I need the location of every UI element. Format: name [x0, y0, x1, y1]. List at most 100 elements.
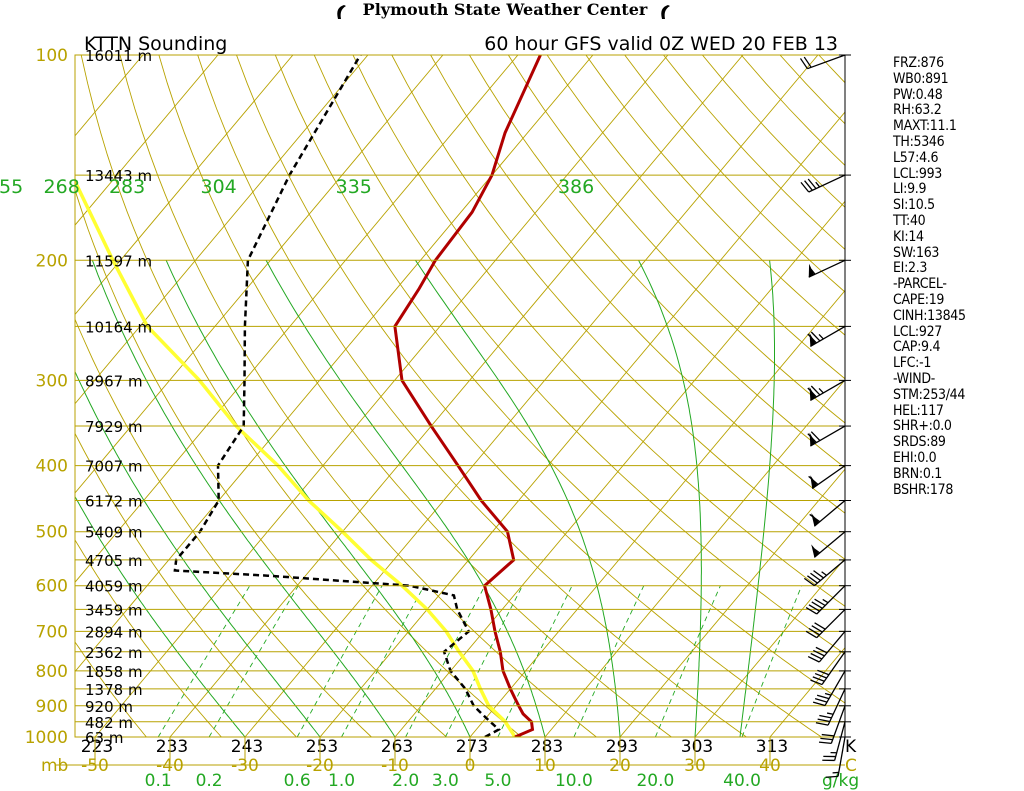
index-row: LCL:927: [893, 323, 943, 340]
temperature-tick-label: 10: [534, 756, 556, 776]
dry-adiabat-label: 255: [0, 176, 23, 198]
station-label: KTTN Sounding: [84, 33, 227, 55]
wind-barb-full: [817, 718, 830, 723]
height-label: 13443 m: [85, 167, 152, 185]
wind-barb: [808, 465, 846, 490]
index-row: -WIND-: [893, 370, 936, 387]
kelvin-label: 283: [531, 737, 563, 757]
temperature-tick-label: -20: [306, 756, 334, 776]
wind-barb-shaft: [807, 54, 846, 70]
wind-barb-half: [824, 692, 832, 696]
moist-adiabat-line: [415, 260, 621, 737]
height-label: 1858 m: [85, 663, 143, 681]
temperature-tick-label: -10: [381, 756, 409, 776]
height-label: 4059 m: [85, 578, 143, 596]
wind-barb-full: [810, 331, 821, 342]
isotherm-line: [469, 289, 845, 737]
index-row: BRN:0.1: [893, 465, 942, 482]
plot-border: [74, 54, 846, 738]
wind-barb-shaft: [824, 670, 846, 706]
temperature-tick-label: -30: [231, 756, 259, 776]
pressure-label: 700: [36, 622, 68, 642]
index-row: FRZ:876: [893, 55, 944, 71]
dry-adiabat-label: 335: [336, 176, 372, 198]
dry-adiabat-line: [274, 55, 845, 704]
wind-barb: [810, 651, 846, 686]
wind-barb-full: [814, 698, 828, 703]
pressure-label: 200: [36, 251, 68, 271]
temperature-tick-label: 20: [609, 756, 631, 776]
kelvin-label: 293: [606, 737, 638, 757]
mixing-ratio-line: [341, 585, 425, 737]
wind-barb: [815, 688, 846, 726]
dry-adiabat-line: [158, 55, 672, 737]
pressure-unit-label: mb: [41, 756, 68, 776]
height-label: 3459 m: [85, 601, 143, 619]
wind-barb-full: [810, 385, 821, 396]
index-row: SRDS:89: [893, 434, 946, 451]
wind-barb: [818, 705, 846, 745]
logo-right-icon: [661, 5, 670, 19]
wind-barb-full: [811, 625, 823, 633]
dry-adiabat-label: 386: [558, 176, 594, 198]
index-row: SHR+:0.0: [893, 418, 952, 435]
wind-barb: [822, 721, 846, 762]
wind-barb-shaft: [808, 174, 846, 193]
index-row: TH:5346: [893, 133, 945, 150]
wind-barb-shaft: [830, 705, 846, 744]
mixing-ratio-line: [654, 585, 721, 737]
wind-barb-flag: [811, 544, 819, 558]
height-label: 16011 m: [85, 47, 152, 65]
index-row: TT:40: [893, 212, 926, 229]
valid-label: 60 hour GFS valid 0Z WED 20 FEB 13: [484, 33, 838, 55]
index-row: PW:0.48: [893, 86, 943, 103]
pressure-label: 100: [36, 46, 68, 66]
mixing-ratio-line: [157, 585, 251, 737]
mixing-ratio-label: 3.0: [432, 771, 459, 791]
index-row: LFC:-1: [893, 355, 932, 372]
wind-barb-full: [810, 572, 821, 582]
wind-barb-full: [815, 722, 829, 726]
kelvin-label: 303: [681, 737, 713, 757]
wind-barb-full: [807, 387, 817, 398]
pressure-label: 900: [36, 697, 68, 717]
wind-barb-full: [820, 737, 833, 741]
header: Plymouth State Weather Center: [330, 0, 680, 24]
index-row: MAXT:11.1: [893, 118, 957, 135]
isotherm-line: [94, 55, 669, 737]
wind-barb-shaft: [813, 559, 846, 587]
dewpoint-trace: [173, 55, 501, 737]
wind-barb-full: [813, 570, 824, 579]
kelvin-label: 273: [456, 737, 488, 757]
isotherm-line: [544, 379, 845, 737]
index-row: RH:63.2: [893, 102, 942, 119]
wind-barb-full: [810, 431, 821, 442]
mixing-ratio-label: 1.0: [328, 771, 355, 791]
height-label: 8967 m: [85, 372, 143, 390]
wind-barb-half: [810, 269, 816, 275]
kelvin-end-label: K: [845, 737, 857, 757]
index-row: SI:10.5: [893, 197, 935, 214]
height-label: 482 m: [85, 714, 133, 732]
wind-barb-half: [821, 571, 827, 576]
kelvin-label: 313: [756, 737, 788, 757]
index-row: KI:14: [893, 228, 924, 245]
wind-barb-full: [799, 58, 808, 70]
height-label: 7007 m: [85, 458, 143, 476]
dry-adiabat-line: [236, 55, 822, 737]
plot-area: [75, 55, 845, 737]
height-label: 1378 m: [85, 681, 143, 699]
isotherm-line: [75, 55, 444, 494]
wind-barb-full: [821, 733, 835, 737]
header-title: Plymouth State Weather Center: [362, 0, 648, 19]
height-label: 920 m: [85, 698, 133, 716]
wind-barb-full: [809, 513, 821, 523]
height-label: 10164 m: [85, 318, 152, 336]
wind-barb-full: [808, 604, 820, 612]
wind-barb-full: [808, 475, 819, 486]
wind-barb-shaft: [816, 585, 846, 615]
moist-adiabat-line: [165, 260, 471, 737]
pressure-label: 600: [36, 577, 68, 597]
temperature-trace: [393, 55, 542, 737]
wind-barb-half: [814, 548, 821, 554]
